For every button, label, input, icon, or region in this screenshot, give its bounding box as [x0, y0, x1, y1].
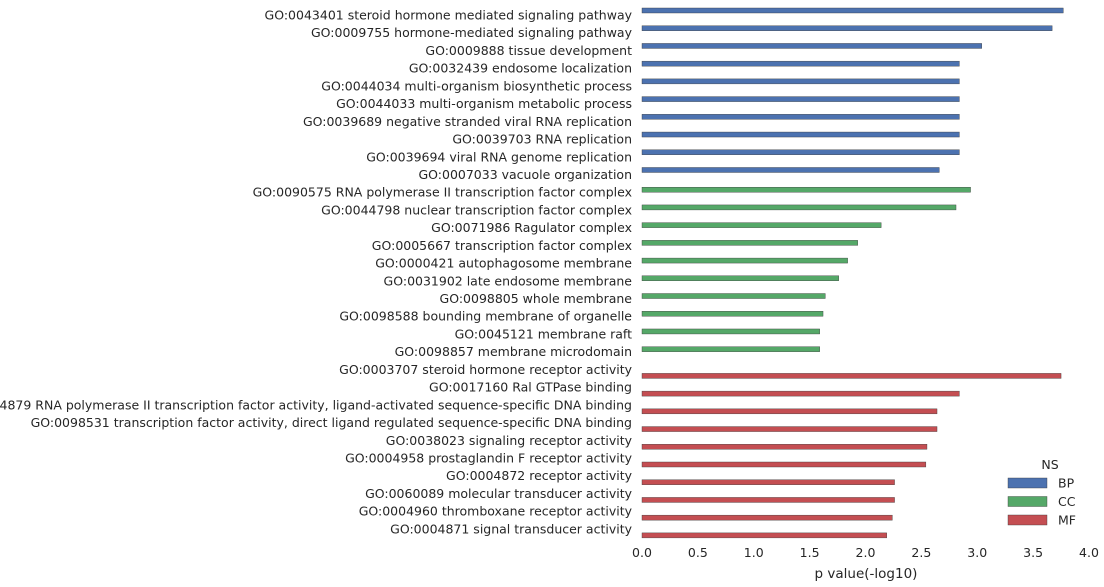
x-tick-label: 3.0 [967, 545, 987, 560]
bar-bp [641, 60, 960, 67]
bar-cc [641, 346, 820, 352]
category-label: GO:0009755 hormone-mediated signaling pa… [311, 25, 633, 40]
bar-mf [641, 444, 928, 450]
bar-mf [641, 373, 1062, 379]
bar-cc [641, 240, 858, 246]
bar-cc [641, 293, 826, 299]
bar-bp [641, 131, 960, 138]
category-label: GO:0044798 nuclear transcription factor … [321, 202, 632, 217]
category-label: GO:0017160 Ral GTPase binding [429, 380, 632, 395]
category-label: GO:0009888 tissue development [425, 43, 632, 58]
category-label: GO:0007033 vacuole organization [418, 167, 632, 182]
category-label: GO:0044034 multi-organism biosynthetic p… [321, 78, 632, 93]
category-label: GO:0004872 receptor activity [446, 468, 633, 483]
x-tick-label: 4.0 [1079, 545, 1099, 560]
category-label: GO:0004958 prostaglandin F receptor acti… [345, 451, 633, 466]
category-labels-group: GO:0043401 steroid hormone mediated sign… [0, 8, 633, 537]
category-label: GO:0044033 multi-organism metabolic proc… [336, 96, 632, 111]
category-label: GO:0090575 RNA polymerase II transcripti… [253, 185, 632, 200]
legend: NS BP CC MF [1007, 457, 1076, 528]
bar-mf [641, 479, 895, 485]
bar-cc [641, 257, 848, 264]
legend-label-bp: BP [1058, 476, 1075, 491]
x-tick-label: 1.0 [744, 545, 764, 560]
bar-mf [641, 390, 960, 397]
category-label: GO:0004871 signal transducer activity [390, 521, 632, 536]
legend-label-cc: CC [1058, 494, 1076, 509]
bar-mf [641, 461, 927, 468]
category-label: GO:0043401 steroid hormone mediated sign… [265, 8, 633, 23]
bar-bp [641, 149, 960, 155]
bar-cc [641, 222, 882, 228]
bar-mf [641, 514, 893, 521]
legend-label-mf: MF [1058, 513, 1076, 528]
bar-cc [641, 204, 957, 211]
category-label: GO:0038023 signaling receptor activity [386, 433, 633, 448]
x-tick-label: 3.5 [1023, 545, 1043, 560]
category-label: GO:0004960 thromboxane receptor activity [359, 504, 633, 519]
bar-cc [641, 311, 824, 317]
bars-group [641, 7, 1064, 539]
category-label: GO:0031902 late endosome membrane [384, 273, 633, 288]
category-label: GO:0045121 membrane raft [455, 326, 633, 341]
category-label: GO:0000421 autophagosome membrane [375, 256, 632, 271]
legend-swatch-mf [1007, 514, 1048, 526]
bar-bp [641, 7, 1064, 14]
category-label: GO:0003707 steroid hormone receptor acti… [339, 362, 632, 377]
x-tick-label: 0.0 [632, 545, 652, 560]
bar-mf [641, 426, 938, 432]
legend-swatch-cc [1007, 496, 1048, 507]
category-label: GO:0098857 membrane microdomain [395, 344, 632, 359]
x-tick-label: 2.5 [911, 545, 931, 560]
bar-bp [641, 25, 1053, 31]
x-axis-label: p value(-log10) [815, 566, 918, 582]
category-label: GO:0098588 bounding membrane of organell… [339, 309, 632, 324]
bar-mf [641, 408, 938, 415]
x-tick-label: 0.5 [688, 545, 708, 560]
category-label: GO:0060089 molecular transducer activity [365, 486, 633, 501]
category-label: GO:0098805 whole membrane [440, 291, 633, 306]
category-label: GO:0005667 transcription factor complex [372, 238, 632, 253]
category-label: GO:0032439 endosome localization [409, 61, 632, 76]
category-label: GO:0039703 RNA replication [452, 132, 632, 147]
legend-title: NS [1041, 457, 1058, 472]
category-label: GO:0098531 transcription factor activity… [31, 415, 632, 430]
legend-swatch-bp [1007, 477, 1048, 489]
category-label: GO:0071986 Ragulator complex [431, 220, 632, 235]
bar-cc [641, 328, 820, 335]
legend-entries: BP CC MF [1007, 476, 1076, 528]
x-tick-label: 1.5 [800, 545, 820, 560]
bar-bp [641, 43, 982, 49]
bar-cc [641, 186, 971, 193]
bar-bp [641, 96, 960, 102]
bar-bp [641, 114, 960, 120]
category-label: GO:0039689 negative stranded viral RNA r… [303, 114, 632, 129]
bar-cc [641, 275, 839, 281]
bar-mf [641, 532, 887, 539]
category-label: GO:0039694 viral RNA genome replication [366, 149, 632, 164]
bar-mf [641, 497, 895, 503]
x-axis-ticks-group: 0.0 0.5 1.0 1.5 2.0 2.5 3.0 3.5 4.0 [632, 545, 1099, 560]
bar-bp [641, 78, 960, 85]
category-label: GO:0004879 RNA polymerase II transcripti… [0, 397, 632, 412]
bar-bp [641, 167, 940, 173]
x-tick-label: 2.0 [856, 545, 876, 560]
